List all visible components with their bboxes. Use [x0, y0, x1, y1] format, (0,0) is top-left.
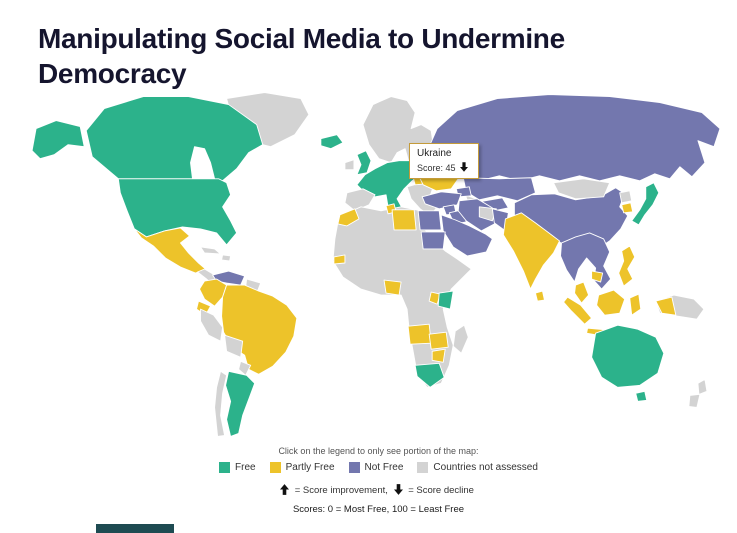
- country-chile[interactable]: [214, 370, 228, 437]
- legend-swatch-free: [219, 462, 231, 473]
- embed-footer-fragment: [96, 524, 174, 533]
- country-philippines[interactable]: [618, 245, 636, 287]
- world-map-svg: [31, 92, 721, 437]
- country-iceland[interactable]: [320, 134, 344, 150]
- country-brazil[interactable]: [221, 284, 298, 375]
- country-afghanistan[interactable]: [478, 206, 497, 222]
- country-alaska[interactable]: [31, 120, 85, 160]
- country-senegal[interactable]: [333, 254, 346, 265]
- country-zimbabwe[interactable]: [431, 348, 446, 363]
- country-saudi-arabia[interactable]: [440, 214, 493, 257]
- country-north-korea[interactable]: [619, 190, 633, 204]
- score-decline-text: = Score decline: [408, 485, 474, 496]
- country-kazakhstan[interactable]: [462, 177, 536, 202]
- country-angola[interactable]: [407, 323, 432, 345]
- country-bolivia[interactable]: [224, 334, 244, 358]
- country-nigeria[interactable]: [383, 279, 402, 296]
- island-sulawesi[interactable]: [629, 293, 642, 316]
- legend-label-not-free: Not Free: [364, 462, 404, 473]
- country-colombia[interactable]: [199, 278, 228, 307]
- country-cambodia[interactable]: [591, 270, 604, 283]
- country-new-zealand[interactable]: [688, 378, 708, 408]
- country-western-europe[interactable]: [356, 160, 424, 218]
- legend-item-not-free[interactable]: Not Free: [348, 462, 404, 473]
- country-uganda[interactable]: [428, 291, 441, 305]
- legend-score-arrows: = Score improvement, = Score decline: [20, 484, 737, 496]
- world-map: [8, 88, 730, 440]
- country-australia[interactable]: [591, 324, 665, 388]
- country-cuba[interactable]: [200, 246, 222, 255]
- country-mexico[interactable]: [133, 227, 206, 274]
- country-iberia[interactable]: [344, 188, 376, 212]
- country-argentina[interactable]: [225, 370, 256, 437]
- score-improvement-text: = Score improvement,: [294, 485, 388, 496]
- map-legend: Click on the legend to only see portion …: [20, 446, 737, 515]
- legend-swatch-not-free: [348, 462, 360, 473]
- country-hispaniola[interactable]: [221, 254, 232, 262]
- legend-scale-note: Scores: 0 = Most Free, 100 = Least Free: [292, 504, 465, 515]
- country-united-kingdom[interactable]: [356, 150, 372, 176]
- island-tasmania[interactable]: [635, 390, 648, 402]
- island-sumatra[interactable]: [563, 296, 593, 325]
- country-usa[interactable]: [117, 178, 238, 246]
- country-peru[interactable]: [200, 308, 224, 342]
- tooltip-score: Score: 45: [417, 162, 471, 173]
- country-zambia[interactable]: [428, 331, 449, 350]
- score-improvement-icon: [280, 484, 290, 495]
- country-sudan[interactable]: [420, 231, 446, 250]
- tooltip-score-label: Score:: [417, 163, 444, 173]
- tooltip-score-value: 45: [445, 163, 456, 173]
- country-madagascar[interactable]: [452, 324, 469, 354]
- country-india[interactable]: [502, 212, 560, 290]
- country-egypt[interactable]: [417, 210, 442, 231]
- country-iran[interactable]: [457, 198, 497, 232]
- legend-swatch-partly-free: [269, 462, 281, 473]
- country-ireland[interactable]: [344, 159, 355, 171]
- legend-items-row: Free Partly Free Not Free Countries not …: [20, 462, 737, 473]
- legend-label-partly-free: Partly Free: [285, 462, 335, 473]
- tooltip-country: Ukraine: [417, 148, 452, 159]
- legend-instruction: Click on the legend to only see portion …: [278, 446, 479, 456]
- island-borneo[interactable]: [596, 289, 626, 316]
- legend-item-not-assessed[interactable]: Countries not assessed: [417, 462, 538, 473]
- legend-label-not-assessed: Countries not assessed: [433, 462, 538, 473]
- country-libya[interactable]: [391, 209, 417, 231]
- score-decline-icon: [460, 162, 469, 172]
- country-japan[interactable]: [631, 182, 660, 226]
- legend-item-free[interactable]: Free: [219, 462, 256, 473]
- region-indochina[interactable]: [560, 232, 612, 290]
- country-morocco[interactable]: [337, 208, 360, 227]
- page-title: Manipulating Social Media to Undermine D…: [38, 22, 565, 90]
- legend-label-free: Free: [235, 462, 256, 473]
- country-kenya[interactable]: [437, 290, 454, 310]
- map-tooltip: Ukraine Score: 45: [409, 143, 479, 179]
- legend-item-partly-free[interactable]: Partly Free: [269, 462, 335, 473]
- country-malaysia[interactable]: [574, 281, 590, 304]
- region-west-new-guinea[interactable]: [655, 296, 677, 316]
- score-decline-icon: [393, 484, 403, 495]
- country-mongolia[interactable]: [553, 178, 611, 200]
- country-sri-lanka[interactable]: [535, 290, 545, 302]
- country-turkey[interactable]: [421, 191, 462, 210]
- country-south-korea[interactable]: [621, 202, 634, 214]
- country-south-africa[interactable]: [414, 362, 445, 388]
- legend-swatch-not-assessed: [417, 462, 429, 473]
